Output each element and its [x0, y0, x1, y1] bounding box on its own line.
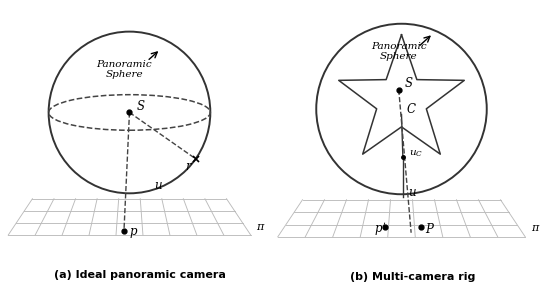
Text: $p$: $p$	[129, 226, 139, 240]
Text: (a) Ideal panoramic camera: (a) Ideal panoramic camera	[54, 270, 226, 280]
Text: $p'$: $p'$	[374, 220, 386, 238]
Text: $S$: $S$	[136, 99, 146, 113]
Text: $S$: $S$	[404, 76, 414, 90]
Text: $r$: $r$	[185, 160, 193, 173]
Text: $\pi$: $\pi$	[256, 222, 266, 232]
Text: Panoramic
Sphere: Panoramic Sphere	[96, 60, 152, 79]
Text: $u$: $u$	[155, 179, 163, 192]
Text: (b) Multi-camera rig: (b) Multi-camera rig	[350, 272, 475, 282]
Text: $u_C$: $u_C$	[409, 149, 423, 159]
Text: $u$: $u$	[408, 186, 416, 199]
Text: $\pi$: $\pi$	[531, 223, 540, 233]
Text: Panoramic
Sphere: Panoramic Sphere	[371, 42, 427, 61]
Text: $C$: $C$	[406, 102, 416, 116]
Text: $P$: $P$	[425, 222, 435, 236]
